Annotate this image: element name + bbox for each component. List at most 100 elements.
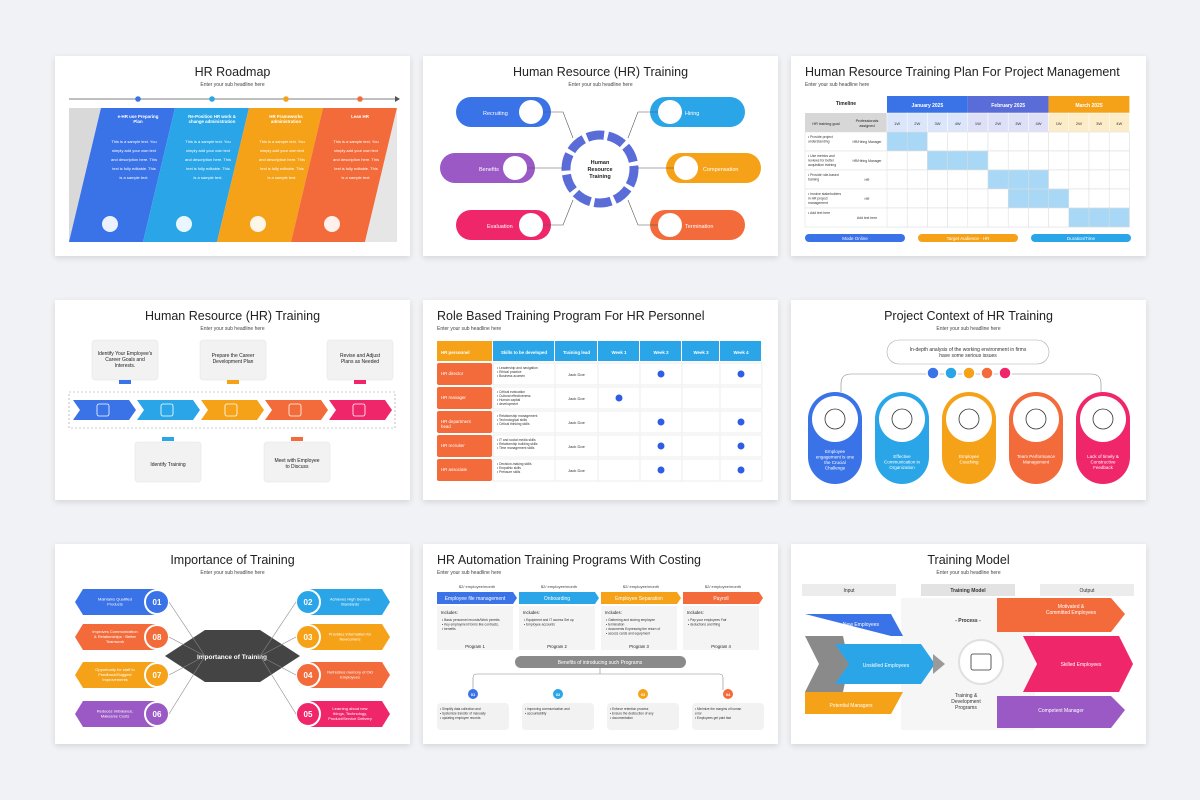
input-shape [835, 644, 935, 684]
gantt-cell [906, 188, 928, 209]
skill-text: • Pressure skills [497, 470, 521, 474]
skill-text: • Ethical practice [497, 370, 522, 374]
benefits-bar [515, 656, 686, 668]
month-header [1048, 96, 1130, 113]
column-body: simply add your own text [334, 148, 379, 153]
banner-text: Maintains Qualified [98, 597, 132, 602]
program-banner [437, 592, 517, 604]
gantt-cell [1048, 131, 1070, 152]
slide-importance-of-training[interactable]: Importance of Training Enter your sub he… [55, 544, 410, 744]
week-dot [657, 370, 665, 378]
slide-title: HR Automation Training Programs With Cos… [437, 553, 701, 567]
month-header [967, 96, 1049, 113]
process-arrow [137, 400, 200, 420]
slide-subtitle: Enter your sub headline here [568, 82, 633, 88]
slide-title: Role Based Training Program For HR Perso… [437, 309, 705, 323]
note-text: Identify Your Employee's [98, 351, 153, 357]
gantt-cell [967, 207, 989, 228]
note-text: to Discuss [285, 464, 309, 470]
week-label: 4W [955, 121, 961, 126]
week-label: 1W [1056, 121, 1062, 126]
slide-training-plan[interactable]: Human Resource Training Plan For Project… [791, 56, 1146, 256]
slide-hr-automation[interactable]: HR Automation Training Programs With Cos… [423, 544, 778, 744]
slide-hr-roadmap[interactable]: HR Roadmap Enter your sub headline here … [55, 56, 410, 256]
header-label: Week 4 [733, 350, 749, 355]
slide-project-context[interactable]: Project Context of HR Training Enter you… [791, 300, 1146, 500]
connector-dot [962, 366, 976, 380]
column-body: simply add your own text [186, 148, 231, 153]
week-dot [615, 394, 623, 402]
footer-pill [1031, 234, 1131, 242]
column-header: assigned [859, 124, 874, 128]
role-label: HR recruiter [441, 443, 465, 448]
week-dot [657, 466, 665, 474]
gantt-cell [987, 150, 1009, 171]
column-body: is a sample text. [268, 175, 297, 180]
column-label: Output [1079, 588, 1095, 594]
column-body: This is a sample text. You [111, 139, 156, 144]
bullet-text: • Pay your employees Fair [688, 618, 727, 622]
footer-pill [918, 234, 1018, 242]
gantt-cell [1007, 188, 1029, 209]
gantt-cell [947, 188, 969, 209]
goal-text: • Involve stakeholders [808, 192, 841, 196]
gantt-cell [1028, 188, 1049, 209]
role-label: head [441, 424, 451, 429]
role-cell [437, 459, 492, 481]
slide-title: Human Resource (HR) Training [144, 309, 321, 323]
slide-title: Human Resource Training Plan For Project… [805, 65, 1120, 79]
column-heading: Re-Position HR work & [188, 114, 237, 119]
output-label: Competent Manager [1038, 708, 1084, 714]
column-body: This is a sample text. You [259, 139, 304, 144]
card-text: Communication in [884, 460, 921, 465]
card-text: Employee [959, 454, 980, 459]
card-icon-circle [1013, 396, 1059, 442]
slide-subtitle: Enter your sub headline here [437, 570, 502, 576]
gantt-cell [1007, 169, 1029, 190]
program-box [519, 606, 595, 650]
card-text: Feedback [1093, 465, 1114, 470]
includes-label: Includes: [441, 610, 458, 615]
lead-text: Jack Doe [568, 396, 585, 401]
assigned-text: HR [865, 197, 870, 201]
gantt-cell [1048, 150, 1070, 171]
goal-text: • Provide project [808, 135, 833, 139]
slide-subtitle: Enter your sub headline here [805, 82, 870, 88]
banner-text: Standards [341, 602, 359, 607]
slide-subtitle: Enter your sub headline here [200, 82, 265, 88]
slide-hr-training-circle[interactable]: Human Resource (HR) Training Enter your … [423, 56, 778, 256]
column-heading: administration [271, 119, 302, 124]
slide-title: HR Roadmap [194, 65, 271, 79]
card-text: Effective [893, 454, 911, 459]
item-label: Evaluation [487, 224, 513, 230]
step-icon [224, 403, 238, 417]
gantt-cell [987, 207, 1009, 228]
step-icon [160, 403, 174, 417]
callout-text: have some serious issues [939, 353, 997, 359]
column-heading: e-HR use Preparing [118, 114, 159, 119]
banner-text: Feedback/Suggest [98, 672, 132, 677]
assigned-text: HR/Hiring Manager [852, 159, 882, 163]
skill-text: • Critical evaluation [497, 390, 525, 394]
banner-text: Products [107, 602, 123, 607]
process-arrow [329, 400, 392, 420]
program-name: Employee Separation [615, 596, 663, 602]
right-banner [310, 624, 390, 650]
header-cell [720, 341, 761, 361]
bullet-text: • Employee accounts [524, 623, 555, 627]
skill-text: • Human capital [497, 398, 520, 402]
program-banner [601, 592, 681, 604]
slide-title: Human Resource (HR) Training [512, 65, 689, 79]
dashed-frame [68, 391, 396, 429]
slide-role-based-training[interactable]: Role Based Training Program For HR Perso… [423, 300, 778, 500]
column-body: text is fully editable. This [260, 166, 304, 171]
item-label: Compensation [703, 167, 738, 173]
gantt-cell [1108, 150, 1130, 171]
slide-training-model[interactable]: Training Model Enter your sub headline h… [791, 544, 1146, 744]
role-label: HR associate [441, 467, 468, 472]
slide-hr-training-process[interactable]: Human Resource (HR) Training Enter your … [55, 300, 410, 500]
header-label: Training lead [563, 350, 590, 355]
